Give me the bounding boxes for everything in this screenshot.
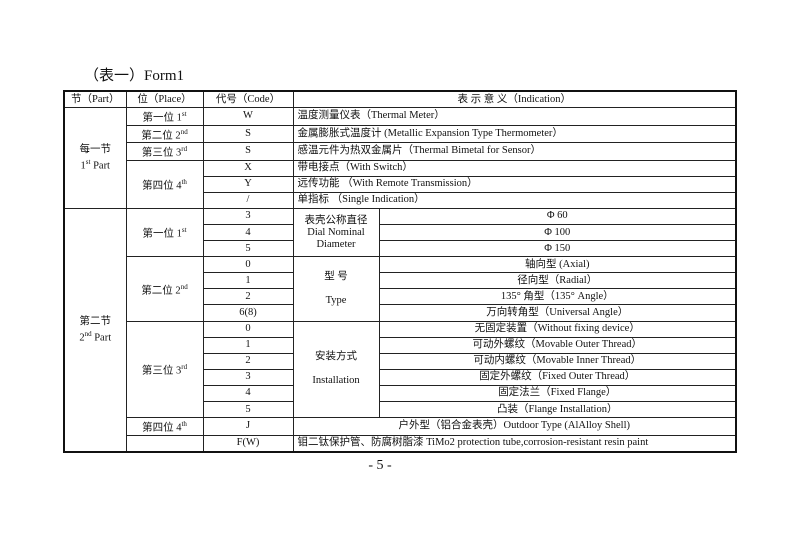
- indication-cell: 钼二钛保护管、防腐树脂漆 TiMo2 protection tube,corro…: [292, 434, 737, 453]
- header-part: 节（Part）: [63, 90, 127, 109]
- table-row: 每一节 1st Part 第一位 1st W 温度测量仪表（Thermal Met…: [63, 107, 737, 209]
- indication-cell: 可动外螺纹（Movable Outer Thread）: [378, 336, 737, 354]
- indication-cell: Φ 100: [378, 223, 737, 242]
- header-code: 代号（Code）: [202, 90, 294, 109]
- indication-cell: 可动内螺纹（Movable Inner Thread）: [378, 352, 737, 370]
- code-cell: 3: [202, 368, 294, 386]
- code-cell: /: [202, 191, 294, 209]
- code-cell: S: [202, 124, 294, 144]
- page-number: - 5 -: [368, 458, 392, 473]
- indication-cell: 感温元件为热双金属片（Thermal Bimetal for Sensor）: [292, 142, 737, 161]
- header-row: 节（Part） 位（Place） 代号（Code） 表 示 意 义（Indica…: [63, 90, 737, 109]
- indication-cell: 金属膨胀式温度计 (Metallic Expansion Type Thermo…: [292, 124, 737, 144]
- table-row: 第四位 4th X 带电接点（With Switch）: [64, 159, 737, 209]
- place-cell: 第四位 4th: [125, 159, 204, 209]
- code-cell: 6(8): [202, 304, 294, 322]
- indication-cell: 远传功能 （With Remote Transmission）: [292, 175, 737, 193]
- indication-cell: 固定法兰（Fixed Flange）: [378, 384, 737, 403]
- indication-cell: 径向型（Radial）: [378, 272, 737, 290]
- code-cell: 1: [202, 336, 294, 354]
- place-cell: 第二位 2nd: [125, 124, 204, 144]
- code-cell: 4: [202, 384, 294, 403]
- form-title: （表一）Form1: [84, 68, 185, 84]
- table-row: 第三位 3rd S 感温元件为热双金属片（Thermal Bimetal for…: [64, 142, 737, 161]
- category-cell: 表壳公称直径 Dial Nominal Diameter: [292, 207, 380, 258]
- indication-cell: 凸装（Flange Installation）: [378, 400, 737, 419]
- table-row: F(W) 钼二钛保护管、防腐树脂漆 TiMo2 protection tube,…: [64, 434, 737, 453]
- place-cell: 第三位 3rd: [125, 142, 204, 161]
- code-cell: 3: [202, 207, 294, 225]
- indication-cell: 温度测量仪表（Thermal Meter）: [292, 107, 737, 126]
- code-cell: Y: [202, 175, 294, 193]
- code-cell: W: [202, 107, 294, 126]
- table-row: 1 径向型（Radial）: [64, 272, 737, 290]
- table-row: 5 凸装（Flange Installation）: [64, 400, 737, 419]
- indication-cell: 固定外螺纹（Fixed Outer Thread）: [378, 368, 737, 386]
- table-row: 1 可动外螺纹（Movable Outer Thread）: [64, 336, 737, 354]
- code-cell: S: [202, 142, 294, 161]
- table-row: 第二节 2nd Part 第一位 1st 3 表壳公称直径 Dial Nominal…: [63, 207, 737, 453]
- code-table: 节（Part） 位（Place） 代号（Code） 表 示 意 义（Indica…: [63, 90, 737, 453]
- code-cell: F(W): [202, 434, 294, 453]
- code-cell: X: [202, 159, 294, 177]
- place-cell: 第一位 1st: [125, 207, 204, 258]
- code-cell: 2: [202, 288, 294, 306]
- indication-cell: 135° 角型（135° Angle）: [378, 288, 737, 306]
- code-cell: 0: [202, 320, 294, 338]
- table-row: 4 固定法兰（Fixed Flange）: [64, 384, 737, 403]
- part2-cell: 第二节 2nd Part: [63, 207, 127, 453]
- indication-cell: 单指标 （Single Indication）: [292, 191, 737, 209]
- indication-cell: 无固定装置（Without fixing device）: [378, 320, 737, 338]
- header-place: 位（Place）: [125, 90, 204, 109]
- part1-cell: 每一节 1st Part: [63, 107, 127, 209]
- indication-cell: 户外型（铝合金表壳）Outdoor Type (AlAlloy Shell): [292, 417, 737, 436]
- place-cell: [125, 434, 204, 453]
- indication-cell: 带电接点（With Switch）: [292, 159, 737, 177]
- code-cell: 1: [202, 272, 294, 290]
- place-cell: 第三位 3rd: [125, 320, 204, 419]
- table-row: 第三位 3rd 0 安装方式 Installation 无固定装置（Without…: [64, 320, 737, 419]
- code-cell: 4: [202, 223, 294, 242]
- code-cell: J: [202, 417, 294, 436]
- place-cell: 第一位 1st: [125, 107, 204, 126]
- table-row: 第四位 4th J 户外型（铝合金表壳）Outdoor Type (AlAllo…: [64, 417, 737, 436]
- table-row: / 单指标 （Single Indication）: [64, 191, 737, 209]
- code-cell: 5: [202, 240, 294, 258]
- category-cell: 型 号 Type: [292, 256, 380, 322]
- code-cell: 0: [202, 256, 294, 274]
- indication-cell: Φ 150: [378, 240, 737, 258]
- category-cell: 安装方式 Installation: [292, 320, 380, 419]
- code-cell: 2: [202, 352, 294, 370]
- indication-cell: 轴向型 (Axial): [378, 256, 737, 274]
- indication-cell: Φ 60: [378, 207, 737, 225]
- table-row: 第二位 2nd S 金属膨胀式温度计 (Metallic Expansion T…: [64, 124, 737, 144]
- place-cell: 第四位 4th: [125, 417, 204, 436]
- indication-cell: 万向转角型（Universal Angle）: [378, 304, 737, 322]
- code-cell: 5: [202, 400, 294, 419]
- place-cell: 第二位 2nd: [125, 256, 204, 322]
- table-row: 第二位 2nd 0 型 号 Type 轴向型 (Axial): [64, 256, 737, 322]
- header-indication: 表 示 意 义（Indication）: [292, 90, 737, 109]
